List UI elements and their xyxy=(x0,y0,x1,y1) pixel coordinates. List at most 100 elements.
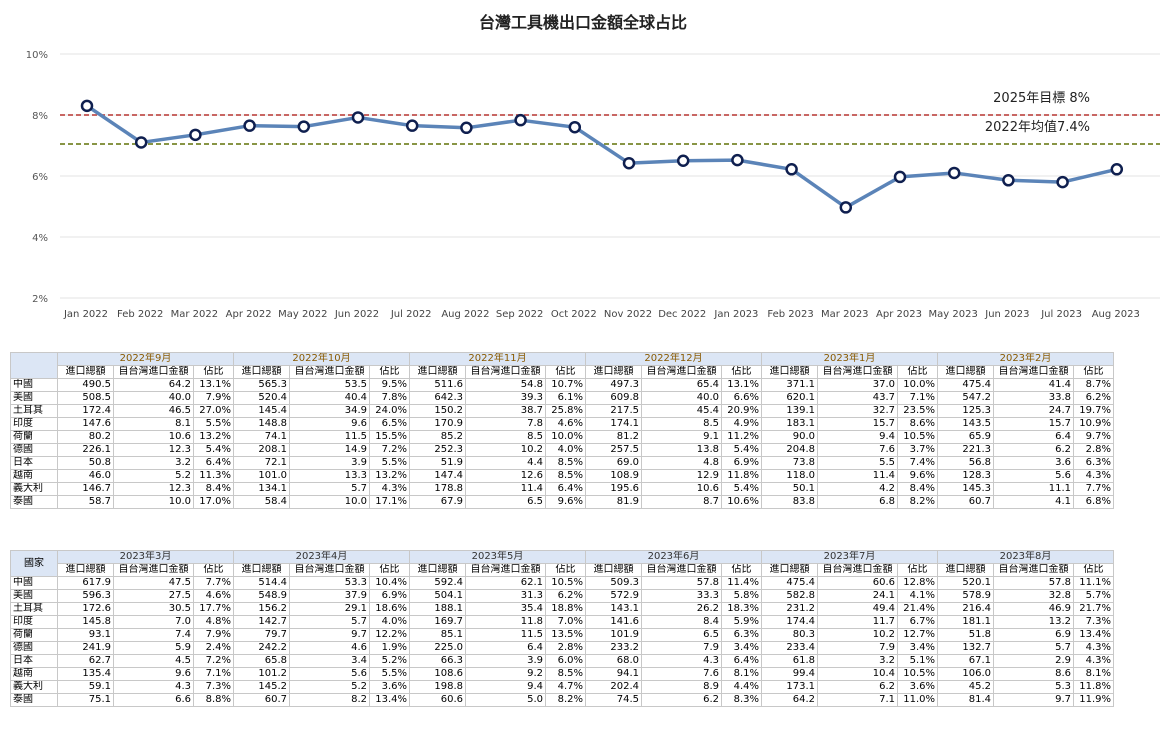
total-import-cell: 45.2 xyxy=(937,680,994,694)
share-cell: 9.5% xyxy=(369,378,410,392)
reference-line-label: 2022年均值7.4% xyxy=(985,119,1090,135)
country-cell: 德國 xyxy=(10,443,58,457)
share-cell: 4.4% xyxy=(721,680,762,694)
country-cell: 日本 xyxy=(10,654,58,668)
share-cell: 12.7% xyxy=(897,628,938,642)
taiwan-import-cell: 13.3 xyxy=(289,469,370,483)
column-header: 自台灣進口金額 xyxy=(641,365,722,379)
series-path xyxy=(86,104,1118,210)
share-cell: 3.7% xyxy=(897,443,938,457)
share-cell: 10.5% xyxy=(545,576,586,590)
taiwan-import-cell: 5.2 xyxy=(113,469,194,483)
taiwan-import-cell: 29.1 xyxy=(289,602,370,616)
share-cell: 7.7% xyxy=(193,576,234,590)
table-row: 印度 145.8 7.0 4.8% 142.7 5.7 4.0% 169.7 11.8 7.0% 1… xyxy=(10,615,1114,629)
column-header: 自台灣進口金額 xyxy=(465,563,546,577)
table-row: 荷蘭 80.2 10.6 13.2% 74.1 11.5 15.5% 85.2 8.5 10.0%… xyxy=(10,430,1114,444)
taiwan-import-cell: 3.9 xyxy=(465,654,546,668)
share-cell: 4.6% xyxy=(545,417,586,431)
total-import-cell: 101.9 xyxy=(585,628,642,642)
month-header: 2022年12月 xyxy=(585,352,762,366)
taiwan-import-cell: 37.0 xyxy=(817,378,898,392)
table-row: 荷蘭 93.1 7.4 7.9% 79.7 9.7 12.2% 85.1 11.5 13.5% 10… xyxy=(10,628,1114,642)
taiwan-import-cell: 4.2 xyxy=(817,482,898,496)
share-cell: 3.6% xyxy=(369,680,410,694)
taiwan-import-cell: 4.1 xyxy=(993,495,1074,509)
share-cell: 13.4% xyxy=(1073,628,1114,642)
taiwan-import-cell: 30.5 xyxy=(113,602,194,616)
taiwan-import-cell: 7.9 xyxy=(641,641,722,655)
share-cell: 4.3% xyxy=(1073,641,1114,655)
data-point xyxy=(676,154,690,167)
column-header: 自台灣進口金額 xyxy=(817,365,898,379)
share-cell: 7.1% xyxy=(897,391,938,405)
taiwan-import-cell: 64.2 xyxy=(113,378,194,392)
total-import-cell: 520.1 xyxy=(937,576,994,590)
taiwan-import-cell: 62.1 xyxy=(465,576,546,590)
total-import-cell: 208.1 xyxy=(233,443,290,457)
y-tick-label: 4% xyxy=(32,233,48,244)
total-import-cell: 128.3 xyxy=(937,469,994,483)
data-point xyxy=(405,119,419,132)
share-cell: 10.5% xyxy=(897,430,938,444)
share-cell: 25.8% xyxy=(545,404,586,418)
data-point xyxy=(351,111,365,124)
taiwan-import-cell: 27.5 xyxy=(113,589,194,603)
total-import-cell: 172.6 xyxy=(57,602,114,616)
month-header: 2023年2月 xyxy=(937,352,1114,366)
total-import-cell: 520.4 xyxy=(233,391,290,405)
x-tick-label: Sep 2022 xyxy=(496,309,543,320)
total-import-cell: 134.1 xyxy=(233,482,290,496)
column-header: 自台灣進口金額 xyxy=(641,563,722,577)
taiwan-import-cell: 65.4 xyxy=(641,378,722,392)
month-header: 2023年5月 xyxy=(409,550,586,564)
total-import-cell: 101.0 xyxy=(233,469,290,483)
total-import-cell: 178.8 xyxy=(409,482,466,496)
column-header: 進口總額 xyxy=(937,563,994,577)
total-import-cell: 596.3 xyxy=(57,589,114,603)
share-cell: 5.1% xyxy=(897,654,938,668)
share-cell: 7.8% xyxy=(369,391,410,405)
share-cell: 17.1% xyxy=(369,495,410,509)
line-chart: 台灣工具機出口金額全球占比 2% 4% 6% 8% 10% 2025年目標 8% 2022… xyxy=(26,13,1160,320)
country-cell: 中國 xyxy=(10,378,58,392)
total-import-cell: 475.4 xyxy=(937,378,994,392)
share-cell: 10.7% xyxy=(545,378,586,392)
taiwan-import-cell: 3.9 xyxy=(289,456,370,470)
taiwan-import-cell: 13.8 xyxy=(641,443,722,457)
total-import-cell: 146.7 xyxy=(57,482,114,496)
total-import-cell: 221.3 xyxy=(937,443,994,457)
share-cell: 8.4% xyxy=(897,482,938,496)
column-header: 進口總額 xyxy=(233,563,290,577)
taiwan-import-cell: 12.3 xyxy=(113,443,194,457)
total-import-cell: 83.8 xyxy=(761,495,818,509)
share-cell: 15.5% xyxy=(369,430,410,444)
share-cell: 11.8% xyxy=(1073,680,1114,694)
share-cell: 8.5% xyxy=(545,469,586,483)
taiwan-import-cell: 5.6 xyxy=(289,667,370,681)
total-import-cell: 90.0 xyxy=(761,430,818,444)
taiwan-import-cell: 7.0 xyxy=(113,615,194,629)
y-tick-label: 2% xyxy=(32,294,48,305)
column-header-row: 進口總額 自台灣進口金額 佔比 進口總額 自台灣進口金額 佔比 進口總額 自台灣進口金額 佔比進… xyxy=(11,563,1114,577)
month-header: 2023年8月 xyxy=(937,550,1114,564)
share-cell: 5.2% xyxy=(369,654,410,668)
share-cell: 7.9% xyxy=(193,628,234,642)
taiwan-import-cell: 41.4 xyxy=(993,378,1074,392)
total-import-cell: 147.6 xyxy=(57,417,114,431)
share-cell: 18.8% xyxy=(545,602,586,616)
table-row: 中國 490.5 64.2 13.1% 565.3 53.5 9.5% 511.6 54.8 10… xyxy=(10,378,1114,392)
taiwan-import-cell: 4.8 xyxy=(641,456,722,470)
total-import-cell: 202.4 xyxy=(585,680,642,694)
total-import-cell: 617.9 xyxy=(57,576,114,590)
data-point xyxy=(839,201,853,214)
data-point xyxy=(1056,175,1069,189)
total-import-cell: 142.7 xyxy=(233,615,290,629)
taiwan-import-cell: 5.5 xyxy=(817,456,898,470)
total-import-cell: 108.6 xyxy=(409,667,466,681)
country-cell: 越南 xyxy=(10,469,58,483)
share-cell: 2.8% xyxy=(1073,443,1114,457)
share-cell: 10.6% xyxy=(721,495,762,509)
share-cell: 24.0% xyxy=(369,404,410,418)
taiwan-import-cell: 11.5 xyxy=(289,430,370,444)
